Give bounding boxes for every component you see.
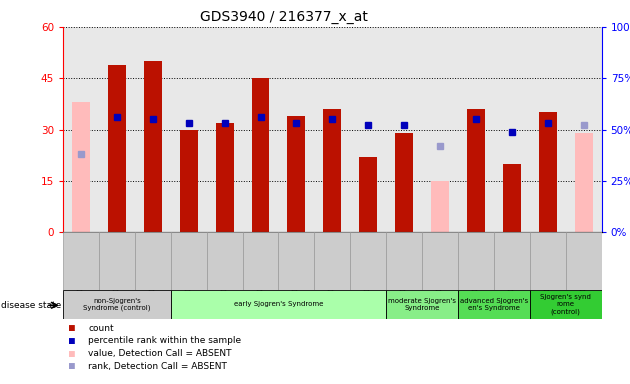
- Bar: [108, 65, 126, 232]
- Text: Sjogren's synd
rome
(control): Sjogren's synd rome (control): [541, 294, 591, 314]
- Text: ■: ■: [69, 349, 75, 359]
- Text: GDS3940 / 216377_x_at: GDS3940 / 216377_x_at: [200, 10, 367, 23]
- FancyBboxPatch shape: [135, 232, 171, 290]
- Bar: [72, 102, 90, 232]
- FancyBboxPatch shape: [494, 232, 530, 290]
- Text: percentile rank within the sample: percentile rank within the sample: [88, 336, 241, 346]
- FancyBboxPatch shape: [99, 232, 135, 290]
- FancyBboxPatch shape: [386, 232, 422, 290]
- Bar: [323, 109, 341, 232]
- Bar: [287, 116, 306, 232]
- Text: advanced Sjogren's
en's Syndrome: advanced Sjogren's en's Syndrome: [460, 298, 528, 311]
- FancyBboxPatch shape: [458, 290, 530, 319]
- Text: moderate Sjogren's
Syndrome: moderate Sjogren's Syndrome: [388, 298, 456, 311]
- Text: ■: ■: [69, 336, 75, 346]
- Text: ■: ■: [69, 323, 75, 333]
- Bar: [539, 113, 557, 232]
- Text: disease state: disease state: [1, 301, 62, 310]
- Bar: [144, 61, 162, 232]
- FancyBboxPatch shape: [530, 290, 602, 319]
- Bar: [251, 78, 270, 232]
- FancyBboxPatch shape: [386, 290, 458, 319]
- FancyBboxPatch shape: [458, 232, 494, 290]
- FancyBboxPatch shape: [314, 232, 350, 290]
- Bar: [575, 133, 593, 232]
- FancyBboxPatch shape: [422, 232, 458, 290]
- Text: early Sjogren's Syndrome: early Sjogren's Syndrome: [234, 301, 323, 307]
- FancyBboxPatch shape: [171, 232, 207, 290]
- Bar: [431, 181, 449, 232]
- FancyBboxPatch shape: [171, 290, 386, 319]
- Text: ■: ■: [69, 361, 75, 371]
- Bar: [215, 123, 234, 232]
- Bar: [359, 157, 377, 232]
- Bar: [180, 130, 198, 232]
- FancyBboxPatch shape: [63, 290, 171, 319]
- Bar: [503, 164, 521, 232]
- Bar: [467, 109, 485, 232]
- FancyBboxPatch shape: [566, 232, 602, 290]
- Text: rank, Detection Call = ABSENT: rank, Detection Call = ABSENT: [88, 362, 227, 371]
- FancyBboxPatch shape: [350, 232, 386, 290]
- FancyBboxPatch shape: [530, 232, 566, 290]
- FancyBboxPatch shape: [207, 232, 243, 290]
- FancyBboxPatch shape: [63, 232, 99, 290]
- Bar: [395, 133, 413, 232]
- FancyBboxPatch shape: [278, 232, 314, 290]
- Text: count: count: [88, 324, 114, 333]
- Text: value, Detection Call = ABSENT: value, Detection Call = ABSENT: [88, 349, 232, 358]
- FancyBboxPatch shape: [243, 232, 278, 290]
- Text: non-Sjogren's
Syndrome (control): non-Sjogren's Syndrome (control): [83, 298, 151, 311]
